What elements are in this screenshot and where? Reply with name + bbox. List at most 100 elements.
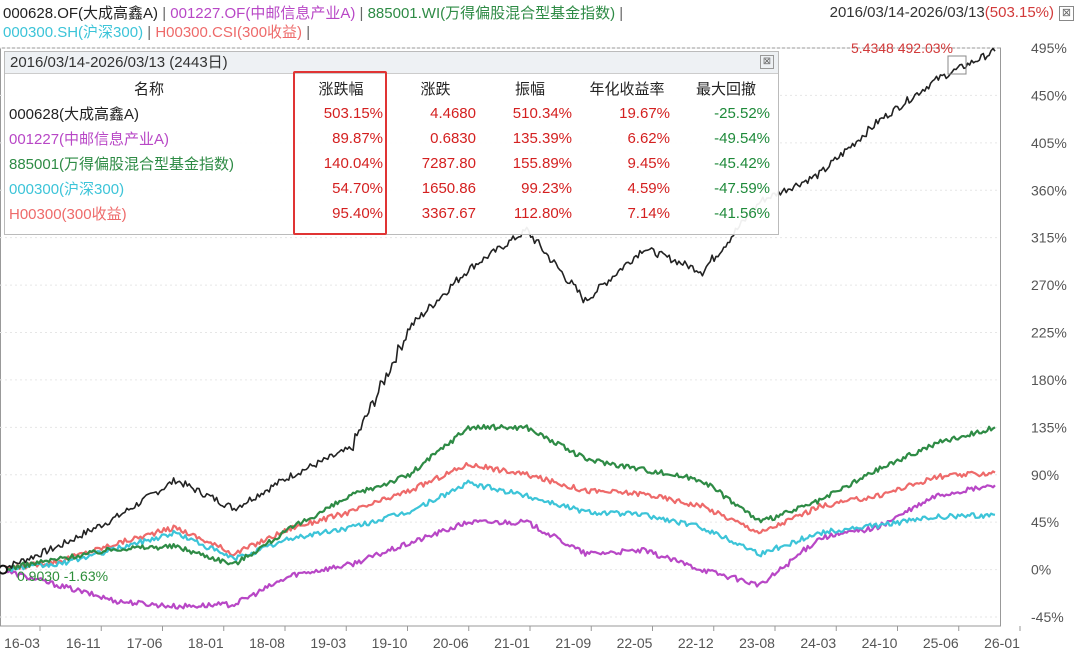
legend-entry[interactable]: H00300.CSI(300收益): [155, 24, 303, 41]
x-tick-label: 22-12: [678, 635, 714, 651]
table-cell: 4.59%: [627, 180, 670, 197]
column-header: 名称: [133, 81, 164, 98]
table-cell: 112.80%: [513, 205, 572, 222]
x-tick-label: 25-06: [923, 635, 959, 651]
table-row: H00300(300收益) 95.40% 3367.67 112.80% 7.14% -4…: [5, 201, 776, 226]
table-cell: -47.59%: [714, 180, 770, 197]
y-tick-label: 45%: [1031, 514, 1059, 530]
x-tick-label: 21-09: [555, 635, 591, 651]
y-tick-label: 360%: [1031, 182, 1067, 198]
table-cell: 503.15%: [323, 105, 383, 122]
tooltip-close-icon[interactable]: ⊠: [760, 55, 774, 69]
column-header: 振幅: [514, 81, 545, 98]
y-tick-label: 270%: [1031, 277, 1067, 293]
table-row: 885001(万得偏股混合型基金指数) 140.04% 7287.80 155.89%…: [5, 151, 776, 176]
legend-separator: |: [158, 5, 171, 22]
close-icon[interactable]: ⊠: [1059, 6, 1074, 21]
y-tick-label: 495%: [1031, 40, 1067, 56]
table-cell: -45.42%: [714, 155, 770, 172]
y-tick-label: 0%: [1031, 562, 1051, 578]
table-cell: 54.70%: [332, 180, 383, 197]
column-header: 涨跌幅: [318, 81, 364, 98]
legend-entry[interactable]: 001227.OF(中邮信息产业A): [170, 5, 356, 22]
x-tick-label: 24-03: [800, 635, 836, 651]
series-line: [0, 484, 996, 610]
last-value-label: 5.4348 492.03%: [851, 40, 953, 56]
table-row: 000300(沪深300) 54.70% 1650.86 99.23% 4.59% -47…: [5, 176, 776, 201]
column-header: 最大回撤: [695, 81, 756, 98]
range-label: 2016/03/14-2026/03/13(503.15%): [830, 4, 1054, 21]
table-cell: 1650.86: [421, 180, 476, 197]
table-cell: 7287.80: [421, 155, 476, 172]
column-header: 涨跌: [420, 81, 451, 98]
x-tick-label: 18-01: [188, 635, 224, 651]
table-cell: 95.40%: [332, 205, 383, 222]
x-tick-label: 16-11: [66, 635, 101, 651]
stats-table: 名称 涨跌幅 涨跌 振幅 年化收益率 最大回撤 000628(大成高鑫A) 503.15% 4…: [5, 76, 776, 226]
x-tick-label: 20-06: [433, 635, 469, 651]
y-tick-label: 135%: [1031, 419, 1067, 435]
table-cell: 9.45%: [627, 155, 670, 172]
y-tick-label: -45%: [1031, 609, 1064, 625]
range-pct: (503.15%): [984, 4, 1054, 21]
table-cell: 140.04%: [323, 155, 383, 172]
x-tick-label: 18-08: [249, 635, 285, 651]
table-cell: 000628(大成高鑫A): [9, 106, 140, 123]
x-tick-label: 19-10: [372, 635, 408, 651]
highlight-box: [293, 71, 387, 235]
stats-tooltip: 2016/03/14-2026/03/13 (2443日) ⊠ 名称 涨跌幅 涨跌 振…: [4, 51, 779, 235]
table-cell: H00300(300收益): [9, 206, 127, 223]
series-line: [0, 47, 996, 572]
x-tick-label: 19-03: [310, 635, 346, 651]
table-cell: 155.89%: [512, 155, 572, 172]
column-header: 年化收益率: [589, 81, 665, 98]
table-cell: -49.54%: [714, 130, 770, 147]
table-cell: 135.39%: [512, 130, 572, 147]
x-tick-label: 23-08: [739, 635, 775, 651]
table-cell: 4.4680: [430, 105, 476, 122]
table-row: 000628(大成高鑫A) 503.15% 4.4680 510.34% 19.67% -…: [5, 101, 776, 126]
legend-entry[interactable]: 000300.SH(沪深300): [3, 24, 144, 41]
y-tick-label: 90%: [1031, 467, 1059, 483]
x-tick-label: 21-01: [494, 635, 530, 651]
table-cell: 89.87%: [332, 130, 383, 147]
x-tick-label: 22-05: [617, 635, 653, 651]
table-cell: 3367.67: [421, 205, 476, 222]
series-line: [0, 462, 996, 572]
tooltip-title: 2016/03/14-2026/03/13 (2443日): [5, 52, 778, 74]
table-cell: 19.67%: [619, 105, 670, 122]
x-tick-label: 16-03: [4, 635, 40, 651]
end-marker: [947, 55, 967, 75]
legend-entry[interactable]: 885001.WI(万得偏股混合型基金指数): [367, 5, 616, 22]
legend-separator: |: [355, 5, 368, 22]
x-tick-label: 24-10: [862, 635, 898, 651]
legend-separator: |: [302, 24, 311, 41]
base-value-label: 0.9030 -1.63%: [17, 568, 109, 584]
y-tick-label: 180%: [1031, 372, 1067, 388]
series-line: [0, 479, 996, 573]
legend-row: 000300.SH(沪深300) | H00300.CSI(300收益) |: [3, 23, 310, 42]
base-marker: [0, 564, 8, 575]
table-cell: 99.23%: [521, 180, 572, 197]
table-cell: 6.62%: [627, 130, 670, 147]
legend-entry[interactable]: 000628.OF(大成高鑫A): [3, 5, 159, 22]
table-cell: 001227(中邮信息产业A): [9, 131, 170, 148]
table-cell: -41.56%: [714, 205, 770, 222]
table-cell: -25.52%: [714, 105, 770, 122]
table-cell: 510.34%: [512, 105, 572, 122]
table-row: 001227(中邮信息产业A) 89.87% 0.6830 135.39% 6.62% -…: [5, 126, 776, 151]
y-tick-label: 405%: [1031, 135, 1067, 151]
legend-row: 000628.OF(大成高鑫A) | 001227.OF(中邮信息产业A) | …: [3, 4, 623, 23]
legend-separator: |: [615, 5, 624, 22]
series-line: [0, 423, 996, 572]
x-tick-label: 26-01: [984, 635, 1020, 651]
y-tick-label: 450%: [1031, 87, 1067, 103]
y-tick-label: 225%: [1031, 325, 1067, 341]
legend-separator: |: [143, 24, 156, 41]
table-cell: 000300(沪深300): [9, 181, 125, 198]
x-tick-label: 17-06: [127, 635, 163, 651]
table-cell: 7.14%: [627, 205, 670, 222]
table-cell: 885001(万得偏股混合型基金指数): [9, 156, 235, 173]
y-tick-label: 315%: [1031, 230, 1067, 246]
